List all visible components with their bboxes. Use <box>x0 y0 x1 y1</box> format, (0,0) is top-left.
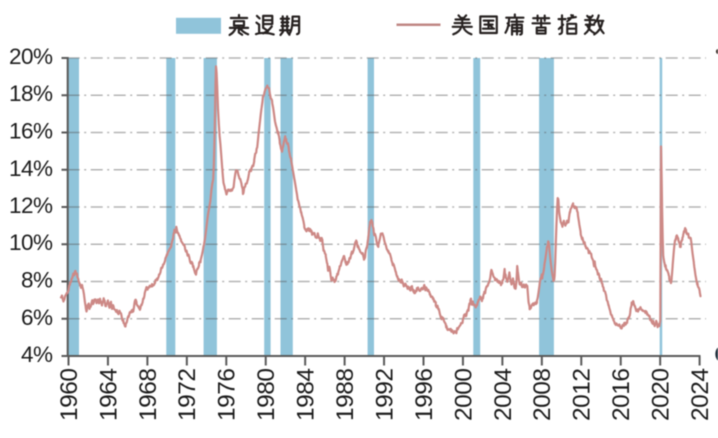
svg-text:1992: 1992 <box>371 369 398 422</box>
svg-text:2016: 2016 <box>608 369 635 422</box>
svg-text:6%: 6% <box>21 305 53 330</box>
svg-text:2004: 2004 <box>490 369 517 422</box>
svg-text:20%: 20% <box>9 44 53 69</box>
svg-text:2012: 2012 <box>569 369 596 422</box>
svg-text:16%: 16% <box>9 119 53 144</box>
svg-text:2024: 2024 <box>687 369 714 422</box>
svg-text:1984: 1984 <box>293 369 320 422</box>
svg-text:1988: 1988 <box>332 369 359 422</box>
svg-text:1968: 1968 <box>135 369 162 422</box>
svg-text:14%: 14% <box>9 156 53 181</box>
svg-text:8%: 8% <box>21 268 53 293</box>
svg-text:4%: 4% <box>21 342 53 367</box>
svg-text:1996: 1996 <box>411 369 438 422</box>
svg-text:1960: 1960 <box>56 369 83 422</box>
svg-text:12%: 12% <box>9 193 53 218</box>
svg-text:18%: 18% <box>9 81 53 106</box>
svg-text:1972: 1972 <box>174 369 201 422</box>
svg-text:1964: 1964 <box>95 369 122 422</box>
svg-text:1976: 1976 <box>214 369 241 422</box>
svg-text:10%: 10% <box>9 230 53 255</box>
svg-text:2000: 2000 <box>450 369 477 422</box>
svg-text:1980: 1980 <box>253 369 280 422</box>
svg-text:2020: 2020 <box>648 369 675 422</box>
svg-text:2008: 2008 <box>529 369 556 422</box>
